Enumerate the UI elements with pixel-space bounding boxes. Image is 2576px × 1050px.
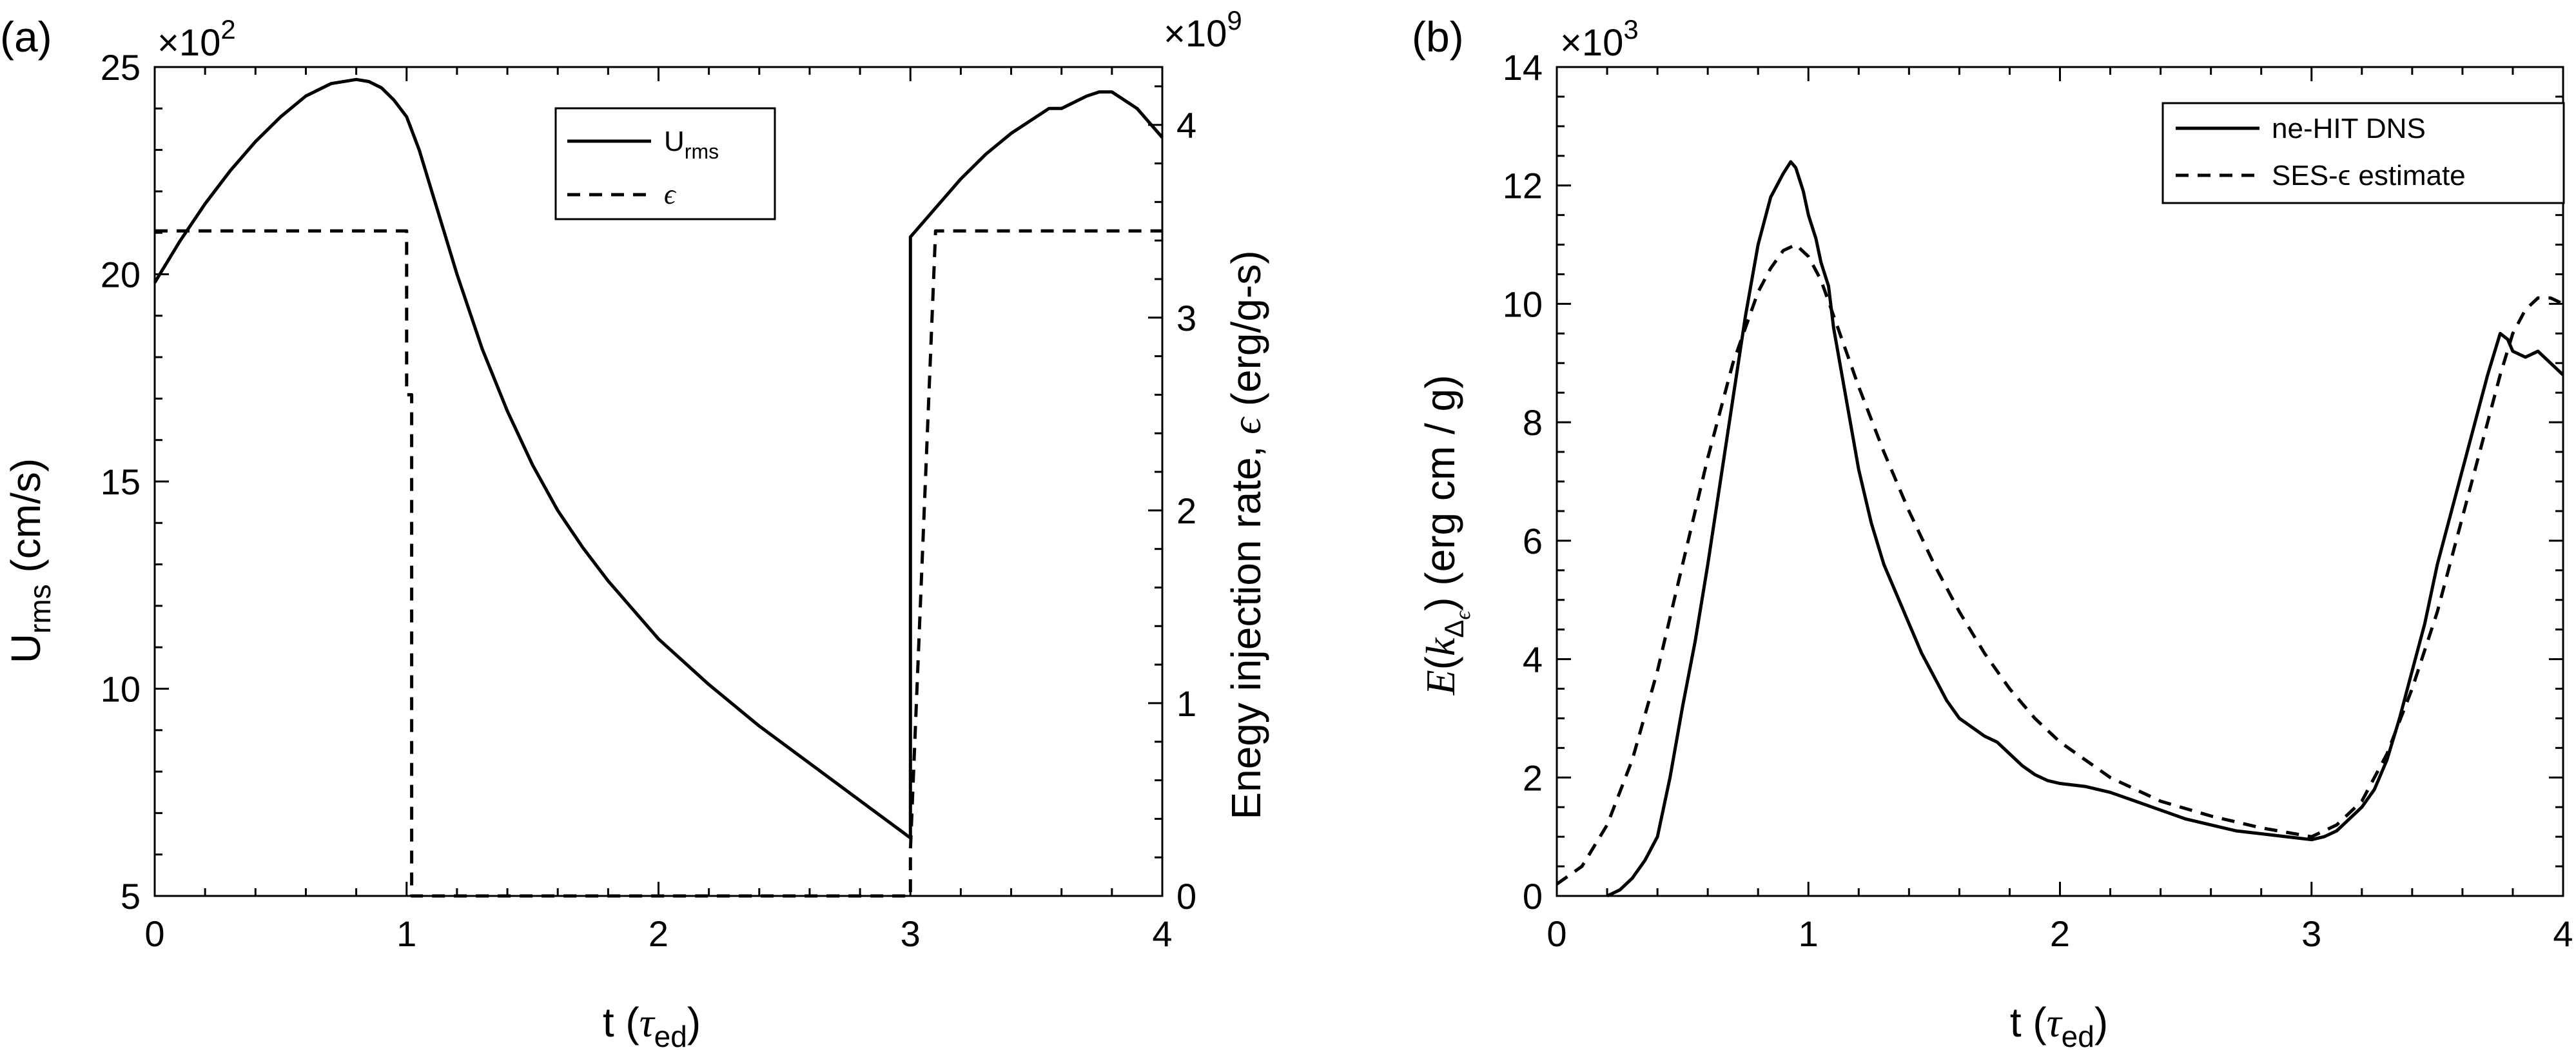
legend-label-ses: SES-ϵ estimate xyxy=(2272,160,2466,191)
panel-a-xtick-label: 0 xyxy=(144,913,164,954)
panel-b-ytick-label: 14 xyxy=(1503,47,1543,88)
panel-a-xtick-label: 4 xyxy=(1152,913,1172,954)
panel-a-left-multiplier: ×102 xyxy=(157,14,236,64)
panel-b-xtick-label: 2 xyxy=(2050,913,2070,954)
panel-a-xtick-label: 3 xyxy=(901,913,921,954)
panel-a-right-multiplier: ×109 xyxy=(1164,5,1242,55)
panel-b-ytick-label: 8 xyxy=(1523,402,1543,443)
panel-b-xtick-label: 4 xyxy=(2553,913,2573,954)
panel-b-xtick-label: 3 xyxy=(2301,913,2321,954)
panel-a-right-ylabel: Enegy injection rate, ϵ (erg/g-s) xyxy=(1223,250,1269,819)
panel-a-plot-area: 0 1 2 3 4 5 10 15 20 25 0 1 2 3 4 xyxy=(101,47,1196,954)
panel-b-ytick-label: 12 xyxy=(1503,166,1543,206)
panel-a-right-ytick-label: 1 xyxy=(1176,683,1196,724)
panel-b-ytick-label: 0 xyxy=(1523,876,1543,917)
panel-a-series-dashed-line xyxy=(155,229,1162,898)
panel-b-xlabel: t (τed) xyxy=(2010,999,2108,1050)
panel-a-right-ytick-label: 3 xyxy=(1176,298,1196,338)
panel-a-ytick-label: 15 xyxy=(101,462,141,502)
panel-a-xtick-label: 2 xyxy=(649,913,668,954)
panel-b-legend: ne-HIT DNS SES-ϵ estimate xyxy=(2161,102,2565,204)
panel-a-right-ytick-label: 2 xyxy=(1176,491,1196,531)
panel-a-label: (a) xyxy=(0,13,52,61)
panel-b-ytick-label: 4 xyxy=(1523,639,1543,680)
panel-b-xtick-label: 0 xyxy=(1547,913,1566,954)
panel-a-series-solid-line xyxy=(153,77,1164,840)
panel-b-xtick-label: 1 xyxy=(1799,913,1819,954)
panel-a-ytick-label: 5 xyxy=(121,876,141,917)
panel-a-right-ytick-label: 4 xyxy=(1176,105,1196,146)
panel-b-series-solid-line xyxy=(1606,160,2564,898)
panel-a: (a) 0 1 2 3 4 5 10 15 20 25 0 1 2 3 4 ×102 ×109 Urms (… xyxy=(0,5,1269,1050)
panel-a-ytick-label: 10 xyxy=(101,669,141,710)
panel-b-ytick-label: 10 xyxy=(1503,284,1543,324)
legend-label-dns: ne-HIT DNS xyxy=(2272,113,2426,144)
panel-a-legend: Urms ϵ xyxy=(554,107,776,220)
legend-label-epsilon: ϵ xyxy=(664,179,677,210)
panel-a-legend-box xyxy=(554,107,776,220)
panel-b-left-multiplier: ×103 xyxy=(1560,14,1639,64)
panel-b-ytick-label: 2 xyxy=(1523,757,1543,798)
panel-a-xlabel: t (τed) xyxy=(603,999,701,1050)
panel-b-ylabel: E(kΔϵ) (erg cm / g) xyxy=(1417,375,1475,696)
panel-b-series-dashed-line xyxy=(1556,243,2564,886)
panel-a-ytick-label: 25 xyxy=(101,47,141,88)
panel-a-ytick-label: 20 xyxy=(101,255,141,295)
panel-a-right-ytick-label: 0 xyxy=(1176,876,1196,917)
panel-a-xtick-label: 1 xyxy=(396,913,416,954)
panel-b-label: (b) xyxy=(1412,13,1464,61)
panel-b-ytick-label: 6 xyxy=(1523,521,1543,561)
panel-b-legend-box xyxy=(2161,102,2565,204)
legend-label-urms: Urms xyxy=(664,126,719,163)
panel-a-left-ylabel: Urms (cm/s) xyxy=(3,458,57,663)
